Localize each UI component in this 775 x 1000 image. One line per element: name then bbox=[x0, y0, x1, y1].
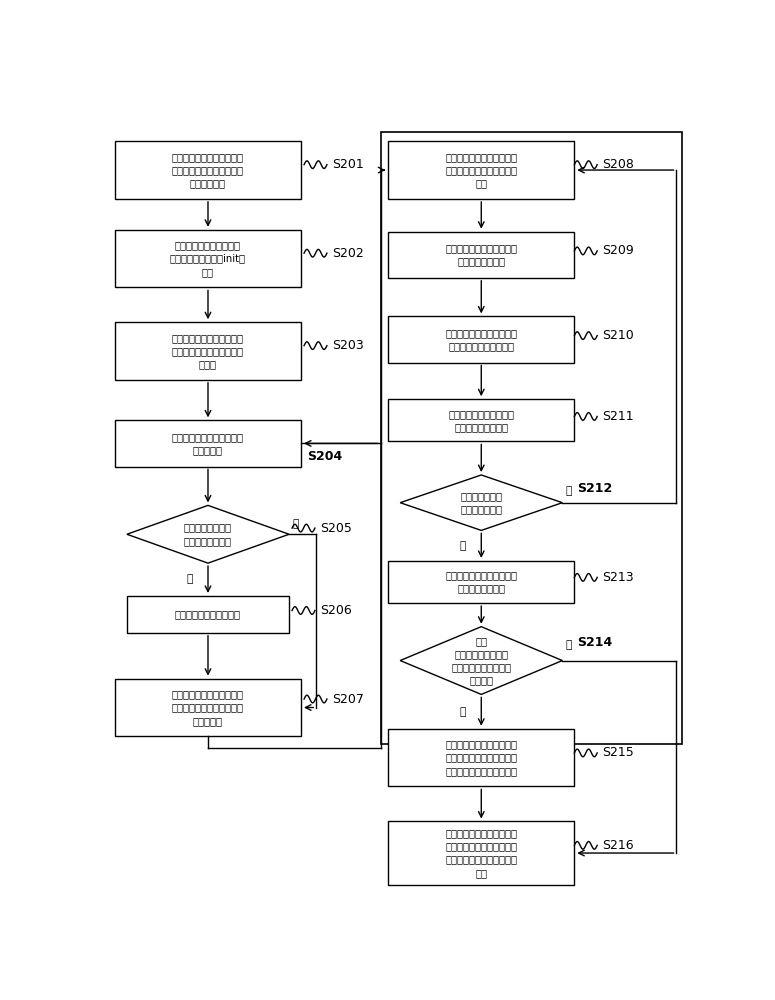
Text: 判断等待队列是
否满足发送条件: 判断等待队列是 否满足发送条件 bbox=[460, 491, 502, 514]
Text: 否: 否 bbox=[565, 486, 572, 496]
FancyBboxPatch shape bbox=[388, 316, 574, 363]
Text: 为所述网络设备的转发核，
配置内存空间，并初始化消
息队列: 为所述网络设备的转发核， 配置内存空间，并初始化消 息队列 bbox=[172, 333, 244, 369]
FancyBboxPatch shape bbox=[115, 230, 301, 287]
Text: 将等待队列中的备份数据发
送至备用网络设备: 将等待队列中的备份数据发 送至备用网络设备 bbox=[446, 570, 517, 594]
Text: 否: 否 bbox=[187, 574, 193, 584]
Polygon shape bbox=[400, 475, 563, 530]
FancyBboxPatch shape bbox=[388, 232, 574, 278]
Text: 根据网络设备的历史流量记
录，配置所述网络设备的转
发核和备份核: 根据网络设备的历史流量记 录，配置所述网络设备的转 发核和备份核 bbox=[172, 152, 244, 188]
Text: S207: S207 bbox=[332, 693, 364, 706]
Text: 对目标内存空间进行增容: 对目标内存空间进行增容 bbox=[175, 609, 241, 619]
FancyBboxPatch shape bbox=[388, 821, 574, 885]
FancyBboxPatch shape bbox=[388, 399, 574, 441]
FancyBboxPatch shape bbox=[388, 141, 574, 199]
Text: 是: 是 bbox=[460, 707, 467, 717]
Text: 判断
目标内存空间的剩余
空间是否大于等于预设
存储阈值: 判断 目标内存空间的剩余 空间是否大于等于预设 存储阈值 bbox=[451, 636, 512, 685]
FancyBboxPatch shape bbox=[115, 420, 301, 467]
Polygon shape bbox=[400, 627, 563, 694]
Text: 删除目标内存空间中的备份
数据，并将备份数据占据的
存储空间加入内存空间管理
池中: 删除目标内存空间中的备份 数据，并将备份数据占据的 存储空间加入内存空间管理 池… bbox=[446, 828, 517, 878]
Text: 检测到目标转发核中存在新
增流表数据: 检测到目标转发核中存在新 增流表数据 bbox=[172, 432, 244, 455]
Text: S201: S201 bbox=[332, 158, 364, 171]
Text: 是: 是 bbox=[292, 519, 298, 529]
Text: S205: S205 bbox=[320, 522, 352, 535]
Text: S211: S211 bbox=[603, 410, 634, 423]
Text: S216: S216 bbox=[603, 839, 634, 852]
Text: S215: S215 bbox=[603, 746, 635, 759]
Text: S208: S208 bbox=[603, 158, 635, 171]
Text: 通过目标备份核，轮询目标
消息队列，获取备份数据: 通过目标备份核，轮询目标 消息队列，获取备份数据 bbox=[446, 328, 517, 351]
Text: S210: S210 bbox=[603, 329, 635, 342]
Text: 通过第一定时器，向目标备
份核发出读取通知: 通过第一定时器，向目标备 份核发出读取通知 bbox=[446, 243, 517, 266]
FancyBboxPatch shape bbox=[127, 596, 289, 633]
Polygon shape bbox=[127, 505, 289, 563]
Text: 响应于获取到设备启动指
令，执行网络设备的init初
始化: 响应于获取到设备启动指 令，执行网络设备的init初 始化 bbox=[170, 240, 246, 277]
Text: S206: S206 bbox=[320, 604, 352, 617]
FancyBboxPatch shape bbox=[115, 679, 301, 736]
Text: 是: 是 bbox=[460, 541, 467, 551]
Text: 删除目标内存空间中的备份
数据，并将备份数据占据的
存储空间移出目标内存空间: 删除目标内存空间中的备份 数据，并将备份数据占据的 存储空间移出目标内存空间 bbox=[446, 739, 517, 776]
Text: S204: S204 bbox=[307, 450, 343, 463]
FancyBboxPatch shape bbox=[388, 561, 574, 603]
FancyBboxPatch shape bbox=[388, 729, 574, 786]
Text: S214: S214 bbox=[577, 636, 612, 649]
FancyBboxPatch shape bbox=[115, 322, 301, 380]
Text: 否: 否 bbox=[565, 640, 572, 650]
Text: 将目标内存空间中的备份数
据，发送至匹配的目标消息
队列: 将目标内存空间中的备份数 据，发送至匹配的目标消息 队列 bbox=[446, 152, 517, 188]
Text: 对备份数据进行序列化处
理，并放入等待队列: 对备份数据进行序列化处 理，并放入等待队列 bbox=[448, 409, 515, 432]
Text: S209: S209 bbox=[603, 244, 635, 257]
Text: 通过目标转发核，将新增流
表数据的备份数据发送至目
标内存空间: 通过目标转发核，将新增流 表数据的备份数据发送至目 标内存空间 bbox=[172, 689, 244, 726]
Text: 判断目标内存空间
是否满足存储需求: 判断目标内存空间 是否满足存储需求 bbox=[184, 523, 232, 546]
Text: S203: S203 bbox=[332, 339, 364, 352]
Text: S213: S213 bbox=[603, 571, 634, 584]
Text: S212: S212 bbox=[577, 482, 612, 495]
Text: S202: S202 bbox=[332, 247, 364, 260]
FancyBboxPatch shape bbox=[115, 141, 301, 199]
